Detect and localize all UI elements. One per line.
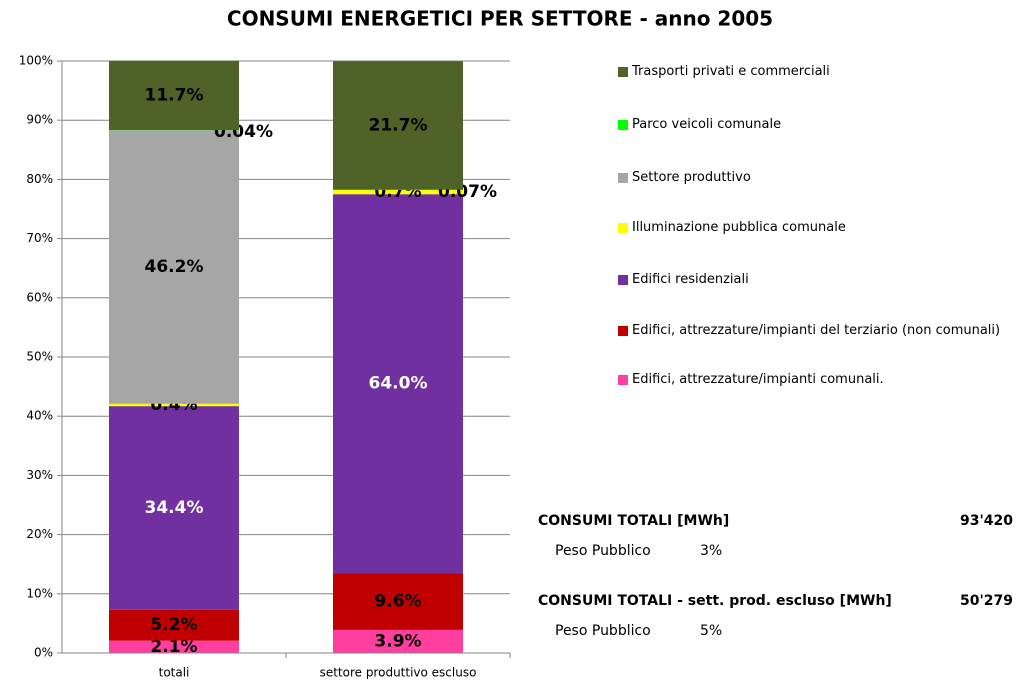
legend-swatch [618, 120, 628, 130]
data-label: 34.4% [145, 498, 204, 518]
y-tick-label: 20% [26, 527, 53, 541]
bar-segment [333, 194, 463, 574]
bar-segment [109, 406, 239, 610]
legend-item: Illuminazione pubblica comunale [618, 218, 1002, 238]
legend-swatch [618, 375, 628, 385]
legend-swatch [618, 67, 628, 77]
data-label: 11.7% [145, 85, 204, 105]
bar-segment [109, 403, 239, 407]
legend-label: Edifici residenziali [632, 272, 749, 287]
bar-segment [109, 130, 239, 404]
legend-label: Edifici, attrezzature/impianti del terzi… [632, 323, 1001, 338]
summary-sub-value: 5% [700, 623, 723, 639]
x-tick-label: settore produttivo escluso [320, 666, 477, 680]
summary-sub-value: 3% [700, 543, 723, 559]
legend-label: Parco veicoli comunale [632, 117, 782, 132]
y-tick-label: 70% [26, 231, 53, 245]
bar-segment [333, 629, 463, 653]
bar-segment [109, 60, 239, 131]
y-tick-label: 60% [26, 290, 53, 304]
legend-item: Edifici, attrezzature/impianti comunali. [618, 370, 1002, 390]
y-tick-label: 50% [26, 350, 53, 364]
y-tick-label: 100% [19, 54, 53, 68]
legend-swatch [618, 275, 628, 285]
y-tick-label: 90% [26, 113, 53, 127]
bar-segment [333, 61, 463, 190]
data-label: 2.1% [150, 637, 197, 657]
summary-label: CONSUMI TOTALI - sett. prod. escluso [MW… [538, 593, 892, 609]
legend-item: Edifici, attrezzature/impianti del terzi… [618, 321, 1002, 341]
legend-item: Trasporti privati e commerciali [618, 62, 1002, 82]
chart-title: CONSUMI ENERGETICI PER SETTORE - anno 20… [227, 7, 773, 31]
data-label: 3.9% [374, 631, 421, 651]
legend-label: Settore produttivo [632, 170, 751, 185]
data-label: 9.6% [374, 591, 421, 611]
bar-segment [109, 609, 239, 641]
data-label: 46.2% [145, 257, 204, 277]
y-tick-label: 0% [34, 646, 53, 660]
summary-sub-label: Peso Pubblico [555, 623, 651, 639]
legend-swatch [618, 173, 628, 183]
bar-segment [333, 573, 463, 630]
legend-swatch [618, 223, 628, 233]
legend-item: Edifici residenziali [618, 270, 1002, 290]
y-tick-label: 40% [26, 409, 53, 423]
summary-value: 93'420 [960, 513, 1013, 529]
data-label: 64.0% [369, 374, 428, 394]
legend-label: Trasporti privati e commerciali [632, 64, 830, 79]
y-tick-label: 10% [26, 586, 53, 600]
legend-label: Illuminazione pubblica comunale [632, 220, 846, 235]
summary-value: 50'279 [960, 593, 1013, 609]
summary-sub-label: Peso Pubblico [555, 543, 651, 559]
legend-label: Edifici, attrezzature/impianti comunali. [632, 372, 884, 387]
legend-swatch [618, 326, 628, 336]
y-tick-label: 80% [26, 172, 53, 186]
data-label: 21.7% [369, 115, 428, 135]
data-label: 5.2% [150, 615, 197, 635]
legend-item: Parco veicoli comunale [618, 115, 1002, 135]
bar-segment [109, 640, 239, 653]
summary-label: CONSUMI TOTALI [MWh] [538, 513, 730, 529]
legend-item: Settore produttivo [618, 168, 1002, 188]
bar-segment [333, 190, 463, 195]
x-tick-label: totali [159, 666, 190, 680]
y-tick-label: 30% [26, 468, 53, 482]
